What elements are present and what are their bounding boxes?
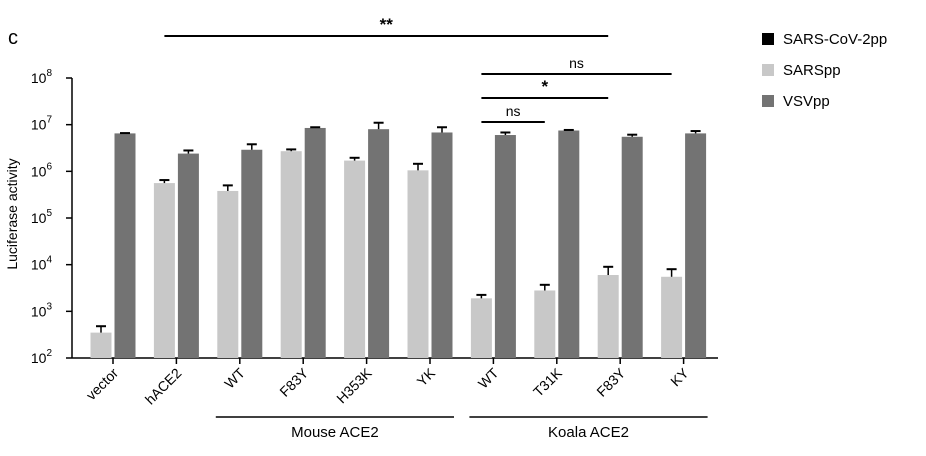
x-tick-label: T31K [530, 364, 565, 399]
y-tick-label: 102 [31, 348, 53, 366]
bar [494, 135, 516, 358]
x-tick-label: vector [83, 365, 122, 404]
x-tick-label: F83Y [276, 364, 311, 399]
bar [304, 127, 326, 358]
x-tick-label: F83Y [593, 364, 628, 399]
legend-swatch [762, 33, 774, 45]
bar [685, 133, 707, 358]
y-tick-exponent: 8 [46, 68, 52, 79]
y-tick-exponent: 2 [46, 348, 52, 359]
panel-label: c [8, 27, 18, 49]
bar [368, 129, 390, 358]
legend-item-sars-cov-2pp: SARS-CoV-2pp [762, 30, 887, 48]
y-tick-label: 103 [31, 301, 53, 319]
legend-label: SARSpp [783, 61, 841, 79]
bar [280, 151, 302, 358]
y-tick-label: 104 [31, 255, 53, 273]
x-tick-label: KY [667, 364, 692, 389]
legend-item-vsvpp: VSVpp [762, 92, 887, 110]
x-tick-label: WT [475, 364, 502, 391]
bar [621, 136, 643, 358]
bar [534, 290, 556, 358]
x-tick-label: WT [221, 364, 248, 391]
bar [241, 149, 263, 358]
legend-swatch [762, 64, 774, 76]
legend-item-sarspp: SARSpp [762, 61, 887, 79]
y-tick-exponent: 5 [46, 208, 52, 219]
bar [407, 170, 429, 358]
bar [431, 132, 453, 358]
bar [217, 190, 239, 358]
legend-label: VSVpp [783, 92, 830, 110]
bar [344, 160, 366, 358]
x-tick-label: H353K [333, 364, 375, 406]
x-tick-label: YK [414, 364, 439, 389]
y-tick-exponent: 4 [46, 255, 52, 266]
x-tick-label: hACE2 [142, 365, 185, 408]
bar [153, 183, 175, 358]
bar [661, 276, 683, 358]
bar [470, 298, 492, 358]
bar [558, 130, 580, 358]
group-label: Koala ACE2 [548, 424, 629, 441]
y-tick-label: 107 [31, 115, 53, 133]
legend: SARS-CoV-2pp SARSpp VSVpp [762, 30, 887, 123]
significance-label: * [541, 77, 548, 96]
legend-swatch [762, 95, 774, 107]
y-tick-label: 108 [31, 68, 53, 86]
significance-label: ** [380, 15, 394, 34]
significance-label: ns [569, 55, 584, 71]
y-tick-label: 105 [31, 208, 53, 226]
y-tick-label: 106 [31, 161, 53, 179]
bar [597, 275, 619, 358]
bar [114, 133, 136, 358]
y-axis-label: Luciferase activity [4, 158, 20, 269]
bar [177, 153, 199, 358]
significance-label: ns [506, 103, 521, 119]
bar [90, 332, 112, 358]
y-tick-exponent: 7 [46, 115, 52, 126]
y-tick-exponent: 3 [46, 301, 52, 312]
group-label: Mouse ACE2 [291, 424, 379, 441]
legend-label: SARS-CoV-2pp [783, 30, 888, 48]
y-tick-exponent: 6 [46, 161, 52, 172]
